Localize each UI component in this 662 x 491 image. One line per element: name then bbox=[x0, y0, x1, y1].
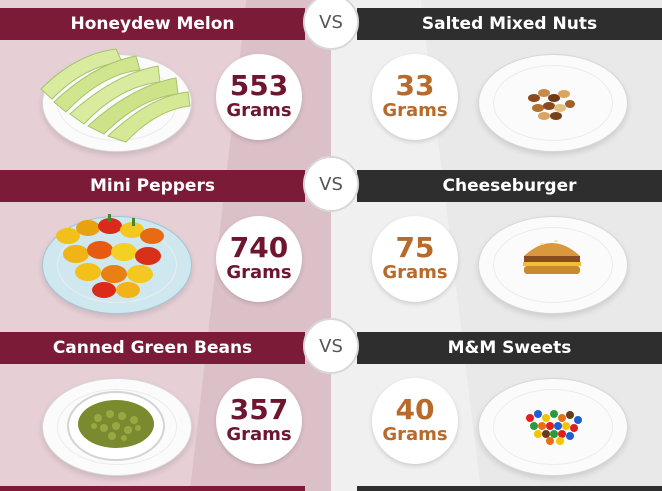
left-food-title: Honeydew Melon bbox=[0, 8, 305, 40]
left-food-title: Canned Green Beans bbox=[0, 332, 305, 364]
green-beans-bowl-image bbox=[67, 391, 165, 461]
left-amount-unit: Grams bbox=[226, 262, 292, 283]
right-amount-unit: Grams bbox=[382, 424, 448, 445]
left-amount-value: 740 bbox=[229, 231, 289, 264]
comparison-row-1: Honeydew Melon Salted Mixed Nuts VS 553 … bbox=[0, 0, 662, 162]
right-amount-badge: 33 Grams bbox=[372, 54, 458, 140]
right-amount-value: 40 bbox=[395, 393, 435, 426]
right-food-title: Cheeseburger bbox=[357, 170, 662, 202]
vs-badge: VS bbox=[303, 318, 359, 374]
mini-peppers-image bbox=[56, 214, 164, 298]
right-food-title: M&M Sweets bbox=[357, 332, 662, 364]
comparison-row-2: Mini Peppers Cheeseburger VS 740 Grams bbox=[0, 156, 662, 324]
vs-badge: VS bbox=[303, 0, 359, 50]
left-amount-unit: Grams bbox=[226, 100, 292, 121]
honeydew-melon-image bbox=[40, 48, 191, 143]
left-amount-value: 553 bbox=[229, 69, 289, 102]
left-food-title: Mini Peppers bbox=[0, 170, 305, 202]
comparison-row-3: Canned Green Beans M&M Sweets VS 357 Gra… bbox=[0, 318, 662, 486]
left-amount-unit: Grams bbox=[226, 424, 292, 445]
right-footer-strip bbox=[357, 486, 662, 491]
left-amount-badge: 357 Grams bbox=[216, 378, 302, 464]
right-amount-value: 33 bbox=[395, 69, 435, 102]
left-amount-value: 357 bbox=[229, 393, 289, 426]
right-food-title: Salted Mixed Nuts bbox=[357, 8, 662, 40]
right-amount-badge: 40 Grams bbox=[372, 378, 458, 464]
left-amount-badge: 553 Grams bbox=[216, 54, 302, 140]
right-amount-badge: 75 Grams bbox=[372, 216, 458, 302]
right-plate bbox=[478, 54, 628, 152]
cheeseburger-image bbox=[523, 240, 581, 274]
vs-badge: VS bbox=[303, 156, 359, 212]
right-amount-unit: Grams bbox=[382, 100, 448, 121]
right-amount-value: 75 bbox=[395, 231, 435, 264]
left-footer-strip bbox=[0, 486, 305, 491]
left-amount-badge: 740 Grams bbox=[216, 216, 302, 302]
right-amount-unit: Grams bbox=[382, 262, 448, 283]
mixed-nuts-image bbox=[528, 89, 575, 120]
mm-sweets-image bbox=[526, 410, 582, 445]
